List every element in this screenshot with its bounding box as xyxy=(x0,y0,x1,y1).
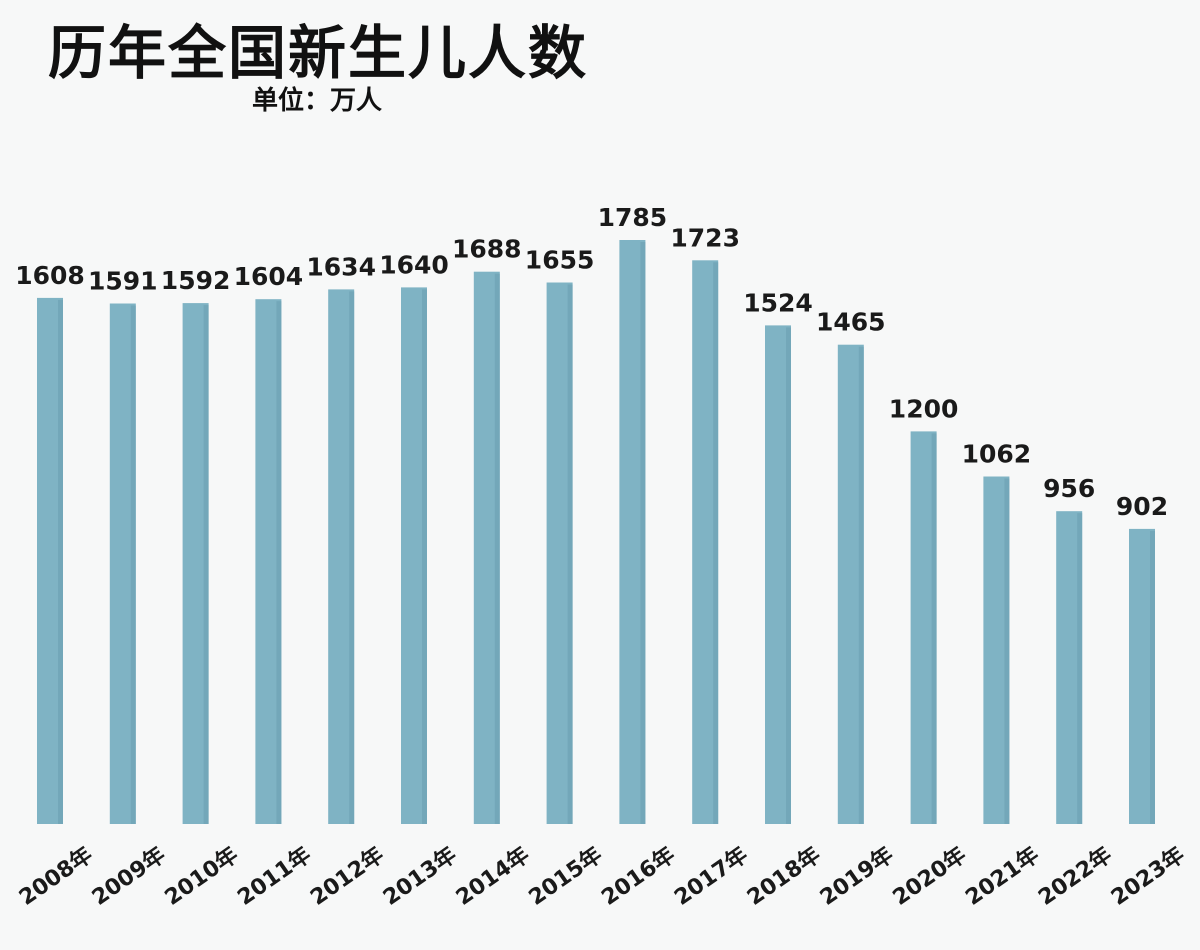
bar-shade-2008年 xyxy=(58,299,63,824)
value-label: 1062 xyxy=(962,440,1032,469)
value-label: 1640 xyxy=(379,250,449,279)
bar-shade-2021年 xyxy=(1004,478,1010,824)
value-label: 1524 xyxy=(743,288,813,317)
value-label: 1200 xyxy=(889,394,959,423)
bar-shade-2015年 xyxy=(567,284,573,824)
value-label: 1785 xyxy=(598,203,668,232)
x-tick-label: 2012年 xyxy=(306,842,389,911)
bar-shade-2019年 xyxy=(858,346,864,824)
x-tick-labels-group: 2008年2009年2010年2011年2012年2013年2014年2015年… xyxy=(14,842,1189,911)
bar-shade-2022年 xyxy=(1077,513,1083,824)
x-tick-label: 2021年 xyxy=(961,842,1044,911)
bar-shade-2011年 xyxy=(276,301,282,824)
x-tick-label: 2019年 xyxy=(815,842,898,911)
bar-shade-2013年 xyxy=(422,289,427,824)
value-label: 1634 xyxy=(306,252,376,281)
x-tick-label: 2013年 xyxy=(378,842,461,911)
value-label: 1591 xyxy=(88,267,158,296)
value-label: 1604 xyxy=(234,262,304,291)
bar-shade-2012年 xyxy=(349,291,355,824)
value-label: 1655 xyxy=(525,246,595,275)
x-tick-label: 2020年 xyxy=(888,842,971,911)
x-tick-label: 2023年 xyxy=(1106,842,1189,911)
value-label: 1688 xyxy=(452,235,522,264)
x-tick-label: 2010年 xyxy=(160,842,243,911)
bar-shade-2009年 xyxy=(130,305,136,824)
x-tick-label: 2018年 xyxy=(742,842,825,911)
value-label: 1592 xyxy=(161,266,231,295)
value-label: 902 xyxy=(1116,492,1168,521)
bar-shade-2016年 xyxy=(640,242,646,824)
x-tick-label: 2009年 xyxy=(87,842,170,911)
x-tick-label: 2016年 xyxy=(597,842,680,911)
value-label: 1608 xyxy=(15,261,85,290)
x-tick-label: 2017年 xyxy=(670,842,753,911)
value-label: 956 xyxy=(1043,474,1095,503)
bar-shade-2017年 xyxy=(713,262,719,824)
bar-shade-2020年 xyxy=(931,433,937,824)
x-tick-label: 2022年 xyxy=(1034,842,1117,911)
x-tick-label: 2008年 xyxy=(14,842,97,911)
chart-title: 历年全国新生儿人数 xyxy=(48,19,589,87)
bar-shade-2018年 xyxy=(786,327,791,824)
chart-subtitle: 单位：万人 xyxy=(252,86,383,116)
bar-shade-2014年 xyxy=(494,273,500,824)
x-tick-label: 2015年 xyxy=(524,842,607,911)
x-tick-label: 2011年 xyxy=(233,842,316,911)
value-label: 1465 xyxy=(816,308,886,337)
value-label: 1723 xyxy=(670,223,740,252)
bar-shade-2023年 xyxy=(1150,530,1155,824)
x-tick-label: 2014年 xyxy=(451,842,534,911)
bar-shade-2010年 xyxy=(203,305,209,825)
bars-group xyxy=(37,240,1155,825)
